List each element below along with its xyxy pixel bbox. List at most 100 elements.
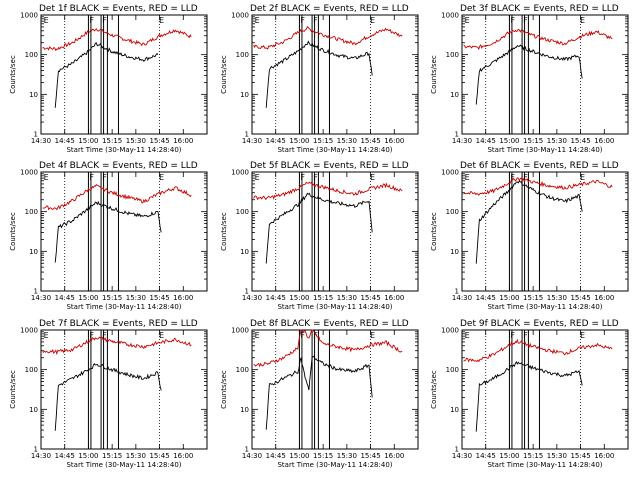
event-label: F bbox=[523, 331, 528, 340]
x-tick-label: 16:00 bbox=[384, 294, 404, 302]
y-tick-label: 10 bbox=[450, 406, 459, 414]
events-series-line bbox=[54, 42, 159, 108]
y-tick-label: 10 bbox=[29, 91, 38, 99]
event-label: F bbox=[313, 173, 318, 182]
lld-series-line bbox=[463, 338, 613, 363]
plot-title: Det 9f BLACK = Events, RED = LLD bbox=[460, 319, 619, 329]
x-axis-label: Start Time (30-May-11 14:28:40) bbox=[277, 146, 392, 154]
plot-title: Det 4f BLACK = Events, RED = LLD bbox=[39, 161, 198, 171]
plot-title: Det 3f BLACK = Events, RED = LLD bbox=[460, 4, 619, 14]
x-axis-label: Start Time (30-May-11 14:28:40) bbox=[66, 303, 181, 311]
x-tick-label: 14:30 bbox=[452, 137, 472, 145]
x-tick-label: 14:30 bbox=[242, 294, 262, 302]
x-tick-label: 14:45 bbox=[55, 294, 75, 302]
event-label: E bbox=[255, 173, 260, 182]
x-tick-label: 14:30 bbox=[31, 137, 51, 145]
x-tick-label: 14:30 bbox=[242, 137, 262, 145]
event-label: E bbox=[44, 173, 49, 182]
events-series-line bbox=[475, 179, 583, 264]
event-label: E bbox=[44, 331, 49, 340]
lld-series-line bbox=[463, 177, 613, 196]
lld-series-line bbox=[42, 28, 192, 52]
events-series-line bbox=[265, 355, 373, 430]
event-label: E bbox=[159, 173, 164, 182]
lld-series-line bbox=[463, 28, 613, 51]
x-tick-label: 14:45 bbox=[55, 137, 75, 145]
x-tick-label: 15:30 bbox=[337, 137, 357, 145]
lld-series-line bbox=[253, 181, 403, 201]
x-tick-label: 15:30 bbox=[547, 137, 567, 145]
y-tick-label: 1000 bbox=[20, 12, 38, 20]
x-tick-label: 15:45 bbox=[570, 452, 590, 460]
event-label: F bbox=[510, 173, 515, 182]
x-tick-label: 15:45 bbox=[149, 294, 169, 302]
event-label: E bbox=[580, 331, 585, 340]
y-axis-label: Counts/sec bbox=[430, 370, 438, 409]
x-tick-label: 16:00 bbox=[173, 452, 193, 460]
event-label: F bbox=[523, 173, 528, 182]
x-tick-label: 16:00 bbox=[594, 294, 614, 302]
event-label: F bbox=[313, 331, 318, 340]
plot-title: Det 8f BLACK = Events, RED = LLD bbox=[250, 319, 409, 329]
event-label: F bbox=[89, 173, 94, 182]
y-axis-label: Counts/sec bbox=[220, 212, 228, 251]
y-tick-label: 1 bbox=[245, 446, 249, 454]
event-label: E bbox=[255, 331, 260, 340]
y-tick-label: 1 bbox=[34, 446, 38, 454]
y-tick-label: 100 bbox=[236, 208, 249, 216]
x-tick-label: 15:15 bbox=[313, 137, 333, 145]
lld-series-line bbox=[42, 336, 192, 356]
event-label: F bbox=[102, 16, 107, 25]
events-series-line bbox=[475, 360, 583, 432]
event-label: E bbox=[580, 16, 585, 25]
detector-plot-9: Det 9f BLACK = Events, RED = LLD 1 10 100 10… bbox=[430, 319, 629, 469]
events-series-line bbox=[54, 200, 162, 263]
event-label: E bbox=[465, 173, 470, 182]
event-label: F bbox=[510, 331, 515, 340]
x-tick-label: 15:45 bbox=[360, 452, 380, 460]
x-tick-label: 15:00 bbox=[289, 294, 309, 302]
x-tick-label: 15:15 bbox=[523, 294, 543, 302]
y-tick-label: 100 bbox=[25, 51, 38, 59]
x-tick-label: 15:00 bbox=[78, 294, 98, 302]
plot-title: Det 2f BLACK = Events, RED = LLD bbox=[250, 4, 409, 14]
y-tick-label: 10 bbox=[240, 91, 249, 99]
x-tick-label: 15:00 bbox=[499, 137, 519, 145]
x-tick-label: 15:30 bbox=[126, 294, 146, 302]
plot-frame bbox=[461, 171, 629, 292]
y-tick-label: 1000 bbox=[441, 327, 459, 335]
y-tick-label: 100 bbox=[25, 366, 38, 374]
y-tick-label: 1000 bbox=[231, 12, 249, 20]
x-tick-label: 16:00 bbox=[173, 294, 193, 302]
y-axis-label: Counts/sec bbox=[9, 55, 17, 94]
detector-plot-7: Det 7f BLACK = Events, RED = LLD 1 10 100 10… bbox=[9, 319, 208, 469]
events-series-line bbox=[475, 44, 583, 105]
y-tick-label: 100 bbox=[236, 51, 249, 59]
event-label: E bbox=[159, 16, 164, 25]
lld-series-line bbox=[253, 329, 403, 368]
x-tick-label: 14:45 bbox=[266, 452, 286, 460]
event-label: F bbox=[510, 16, 515, 25]
x-tick-label: 14:45 bbox=[476, 137, 496, 145]
detector-plot-4: Det 4f BLACK = Events, RED = LLD 1 10 100 10… bbox=[9, 161, 208, 311]
y-tick-label: 10 bbox=[29, 248, 38, 256]
x-tick-label: 15:15 bbox=[313, 452, 333, 460]
y-tick-label: 100 bbox=[446, 51, 459, 59]
y-tick-label: 100 bbox=[446, 366, 459, 374]
x-axis-label: Start Time (30-May-11 14:28:40) bbox=[277, 303, 392, 311]
x-tick-label: 14:45 bbox=[476, 294, 496, 302]
detector-plot-3: Det 3f BLACK = Events, RED = LLD 1 10 100 10… bbox=[430, 4, 629, 154]
x-tick-label: 15:45 bbox=[360, 294, 380, 302]
x-tick-label: 15:45 bbox=[570, 137, 590, 145]
x-tick-label: 15:15 bbox=[523, 137, 543, 145]
x-tick-label: 15:00 bbox=[289, 452, 309, 460]
y-axis-label: Counts/sec bbox=[220, 370, 228, 409]
y-tick-label: 1000 bbox=[20, 169, 38, 177]
event-label: F bbox=[89, 331, 94, 340]
event-label: E bbox=[370, 173, 375, 182]
y-tick-label: 10 bbox=[240, 248, 249, 256]
x-tick-label: 14:45 bbox=[266, 137, 286, 145]
y-tick-label: 1 bbox=[34, 131, 38, 139]
plot-frame bbox=[40, 171, 208, 292]
